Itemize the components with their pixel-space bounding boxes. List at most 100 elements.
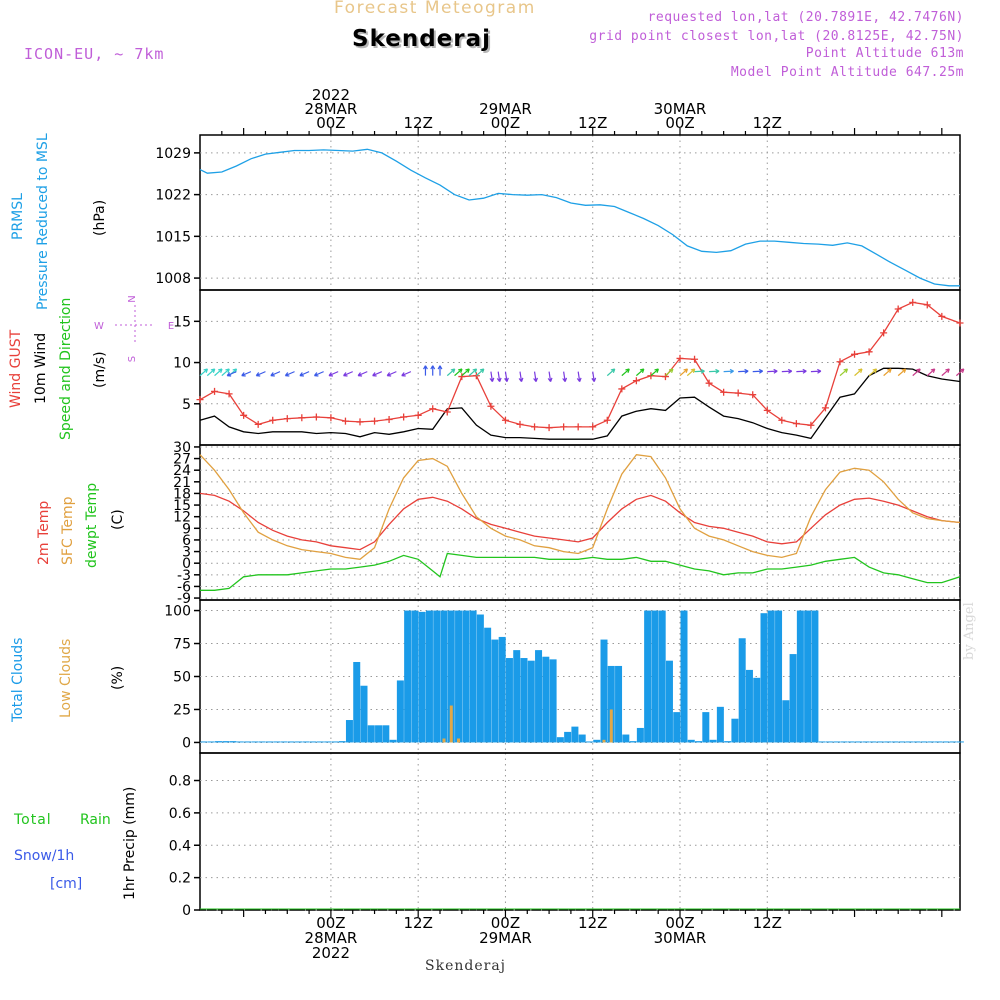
wind-direction-arrow (694, 368, 705, 374)
total-cloud-bar (360, 685, 368, 743)
total-cloud-bar (498, 636, 506, 743)
gust-marker (589, 423, 597, 431)
wind-direction-arrow (533, 371, 538, 382)
low-cloud-bar (609, 709, 613, 743)
total-cloud-bar (622, 734, 630, 743)
gust-marker (283, 415, 291, 423)
y-tick-label: 9 (182, 521, 191, 537)
total-cloud-bar (745, 669, 753, 743)
total-cloud-bar (833, 741, 841, 743)
compass-s: S (127, 356, 138, 362)
total-cloud-bar (389, 739, 397, 743)
total-cloud-bar (273, 741, 281, 743)
total-cloud-bar (869, 741, 877, 743)
total-cloud-bar (862, 741, 870, 743)
time-label-bottom: 12Z (753, 914, 782, 932)
wind-direction-arrow (430, 365, 436, 376)
gust-marker (603, 416, 611, 424)
total-cloud-bar (527, 660, 535, 743)
gust-marker (923, 301, 931, 309)
total-cloud-bar (767, 610, 775, 743)
wind-direction-arrow (206, 368, 216, 377)
y-tick-label: 0 (182, 556, 191, 572)
gust-marker (749, 391, 757, 399)
panel-frame-temperature (199, 444, 961, 601)
total-cloud-bar (680, 610, 688, 743)
wind-direction-arrow (226, 371, 237, 377)
total-cloud-bar (847, 741, 855, 743)
gust-marker (371, 417, 379, 425)
time-label-bottom: 12Z (403, 914, 432, 932)
total-cloud-bar (942, 741, 950, 743)
gust-marker (269, 416, 277, 424)
y-tick-label: 18 (173, 486, 191, 502)
total-cloud-bar (935, 741, 943, 743)
gust-marker (196, 396, 204, 404)
temp-line-2 (200, 552, 961, 591)
wind-direction-arrow (270, 371, 281, 377)
point-altitude: Point Altitude 613m (805, 46, 964, 61)
total-cloud-bar (636, 727, 644, 743)
y-tick-label: -6 (177, 579, 191, 595)
gust-marker (865, 348, 873, 356)
gust-marker (880, 329, 888, 337)
gust-marker (458, 373, 466, 381)
total-cloud-bar (775, 610, 783, 743)
model-point-altitude: Model Point Altitude 647.25m (730, 65, 964, 80)
wind-direction-arrow (547, 371, 553, 382)
wind-direction-arrow (284, 371, 295, 377)
total-cloud-bar (469, 610, 477, 743)
total-cloud-bar (491, 639, 499, 743)
time-label-top: 28MAR (305, 100, 358, 118)
gust-marker (400, 413, 408, 421)
time-label-top: 12Z (403, 114, 432, 132)
total-rain-label-1: Total (13, 812, 52, 828)
wind-direction-arrow (461, 368, 470, 377)
total-cloud-bar (484, 627, 492, 743)
total-cloud-bar (578, 734, 586, 743)
total-cloud-bar (658, 610, 666, 743)
total-cloud-bar (425, 610, 433, 743)
bottom-location-label: Skenderaj (425, 958, 507, 974)
total-cloud-bar (891, 741, 899, 743)
total-cloud-bar (760, 613, 768, 743)
total-cloud-bar (382, 725, 390, 743)
temp-line-0 (199, 492, 961, 551)
y-tick-label: 0.8 (169, 774, 191, 790)
total-cloud-bar (367, 725, 375, 743)
total-cloud-bar (905, 741, 913, 743)
y-tick-label: 30 (173, 440, 191, 456)
total-cloud-bar (549, 659, 557, 743)
wind-direction-arrow (489, 371, 495, 382)
y-tick-label: 50 (173, 670, 191, 686)
y-tick-label: 0.4 (169, 838, 191, 854)
total-cloud-bar (476, 614, 484, 743)
y-tick-label: 1029 (155, 146, 191, 162)
gust-marker (778, 416, 786, 424)
gust-marker (443, 408, 451, 416)
wind-gust-label: Wind GUST (8, 329, 24, 408)
total-cloud-bar (796, 610, 804, 743)
pressure-label-long: Pressure Reduced to MSL (35, 133, 51, 310)
y-tick-label: 27 (173, 452, 191, 468)
total-cloud-bar (593, 739, 601, 743)
total-cloud-bar (564, 731, 572, 743)
time-label-top: 12Z (753, 114, 782, 132)
wind-unit: (m/s) (92, 351, 108, 388)
wind-direction-arrow (372, 371, 383, 377)
temp-2m-label: 2m Temp (36, 501, 52, 565)
gust-marker (909, 298, 917, 306)
wind-direction-arrow (576, 371, 582, 382)
time-label-bottom: 00Z (665, 914, 694, 932)
time-label-top: 29MAR (479, 100, 532, 118)
wind-direction-arrow (518, 371, 524, 382)
wind-direction-arrow (386, 371, 397, 377)
total-cloud-bar (338, 741, 346, 743)
total-cloud-bar (913, 741, 921, 743)
wind-direction-arrow (241, 371, 252, 377)
y-tick-label: 0.2 (169, 871, 191, 887)
total-cloud-bar (585, 741, 593, 743)
total-cloud-bar (665, 660, 673, 743)
total-cloud-bar (818, 741, 826, 743)
wind-direction-arrow (401, 371, 412, 377)
